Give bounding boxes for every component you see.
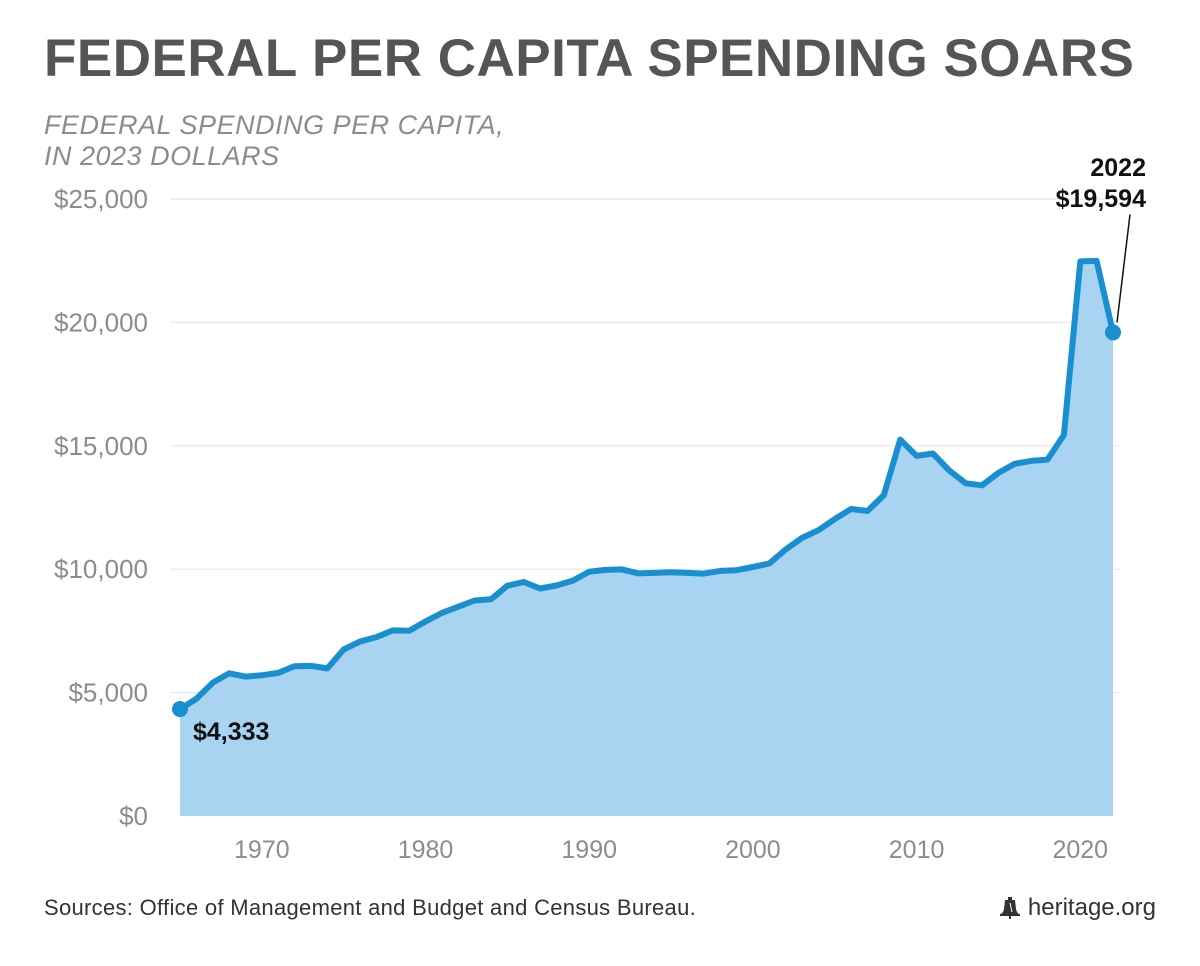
x-tick-label: 1980 [398, 836, 454, 864]
source-note: Sources: Office of Management and Budget… [44, 895, 697, 920]
chart-title: FEDERAL PER CAPITA SPENDING SOARS [44, 29, 1135, 88]
subtitle-line-1: FEDERAL SPENDING PER CAPITA, [44, 110, 505, 140]
brand-label: heritage.org [1027, 894, 1156, 921]
annotations: $4,333 2022 $19,594 [172, 154, 1146, 746]
y-axis-ticks: $0 $5,000 $10,000 $15,000 $20,000 $25,000 [54, 184, 148, 831]
x-tick-label: 2020 [1052, 836, 1108, 864]
y-tick-label: $0 [119, 801, 148, 831]
series-line [177, 257, 1116, 713]
x-tick-label: 2000 [725, 836, 781, 864]
y-tick-label: $25,000 [54, 184, 148, 214]
end-point-marker [1105, 324, 1121, 341]
y-tick-label: $20,000 [54, 307, 148, 337]
x-axis-ticks: 1970 1980 1990 2000 2010 2020 [234, 836, 1108, 864]
brand[interactable]: heritage.org [999, 894, 1156, 922]
end-value-label: $19,594 [1056, 185, 1146, 213]
y-tick-label: $5,000 [68, 678, 148, 708]
end-year-label: 2022 [1090, 154, 1146, 182]
y-tick-label: $15,000 [54, 431, 148, 461]
chart-subtitle: FEDERAL SPENDING PER CAPITA, IN 2023 DOL… [44, 110, 504, 172]
x-tick-label: 1990 [561, 836, 617, 864]
end-callout-line [1116, 214, 1131, 323]
start-value-label: $4,333 [193, 718, 269, 746]
liberty-bell-icon [999, 897, 1020, 919]
subtitle-line-2: IN 2023 DOLLARS [44, 141, 280, 171]
x-tick-label: 2010 [889, 836, 945, 864]
area-series [177, 257, 1116, 816]
y-tick-label: $10,000 [54, 554, 148, 584]
start-point-marker [172, 701, 188, 718]
x-tick-label: 1970 [234, 836, 290, 864]
area-fill [180, 260, 1113, 816]
